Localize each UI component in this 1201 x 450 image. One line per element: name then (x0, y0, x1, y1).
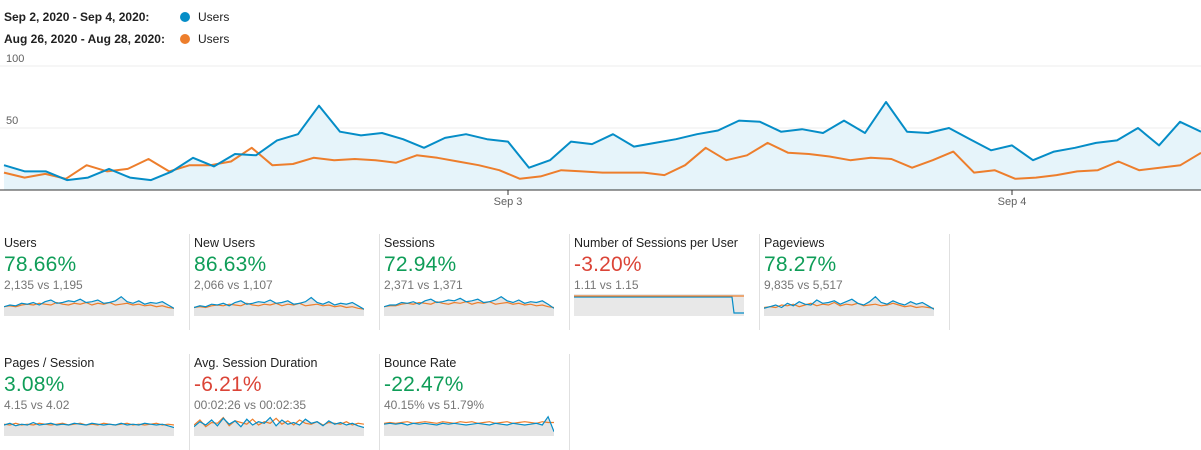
metric-comparison: 4.15 vs 4.02 (4, 398, 70, 412)
metric-change: 86.63% (194, 253, 267, 276)
sparkline-area (764, 296, 934, 316)
sparkline-current (194, 296, 364, 310)
metric-tile-new-users[interactable]: New Users 86.63% 2,066 vs 1,107 (190, 234, 380, 330)
legend-row-previous: Aug 26, 2020 - Aug 28, 2020: Users (4, 28, 229, 50)
y-tick-label: 50 (6, 115, 18, 127)
metric-sparkline (764, 294, 934, 316)
sparkline-previous (194, 302, 364, 310)
legend-date-range: Sep 2, 2020 - Sep 4, 2020: (4, 10, 150, 24)
metric-change: 78.66% (4, 253, 77, 276)
legend-dot-icon (180, 12, 190, 22)
sparkline-area (384, 416, 554, 436)
metric-sparkline (4, 294, 174, 316)
sparkline-area (4, 422, 174, 436)
legend-dot-icon (180, 34, 190, 44)
metric-name: Number of Sessions per User (574, 236, 738, 250)
metric-comparison: 1.11 vs 1.15 (574, 278, 639, 292)
x-tick-label: Sep 3 (494, 196, 523, 208)
sparkline-previous (764, 301, 934, 309)
series-line-previous (3, 141, 1201, 180)
metric-tile-users[interactable]: Users 78.66% 2,135 vs 1,195 (0, 234, 190, 330)
sparkline-current (764, 295, 934, 310)
metric-change: 72.94% (384, 253, 457, 276)
series-line-current (3, 101, 1201, 182)
metric-name: Sessions (384, 236, 435, 250)
metrics-row-2: Pages / Session 3.08% 4.15 vs 4.02 Avg. Ses… (0, 354, 570, 450)
metric-name: Bounce Rate (384, 356, 457, 370)
metric-change: 3.08% (4, 373, 65, 396)
metric-comparison: 2,371 vs 1,371 (384, 278, 463, 292)
legend-row-current: Sep 2, 2020 - Sep 4, 2020: Users (4, 6, 229, 28)
metric-sparkline (384, 414, 554, 436)
sparkline-current (4, 421, 174, 429)
metric-sparkline (4, 414, 174, 436)
metric-comparison: 40.15% vs 51.79% (384, 398, 485, 412)
legend-series-name: Users (198, 10, 230, 24)
metric-comparison: 2,066 vs 1,107 (194, 278, 273, 292)
metric-change: -3.20% (574, 253, 642, 276)
metric-sparkline (194, 294, 364, 316)
sparkline-current (384, 295, 554, 309)
sparkline-area (194, 417, 364, 436)
sparkline-current (194, 416, 364, 429)
series-area-current (4, 102, 1201, 190)
metric-comparison: 00:02:26 vs 00:02:35 (194, 398, 307, 412)
metric-name: Pageviews (764, 236, 825, 250)
metric-tile-number-of-sessions-per-user[interactable]: Number of Sessions per User -3.20% 1.11 vs… (570, 234, 760, 330)
sparkline-background (574, 294, 744, 316)
legend-date-range: Aug 26, 2020 - Aug 28, 2020: (4, 32, 165, 46)
sparkline-previous (384, 301, 554, 309)
legend-series-name: Users (198, 32, 230, 46)
metric-change: -6.21% (194, 373, 262, 396)
metric-name: Pages / Session (4, 356, 95, 370)
x-tick-label: Sep 4 (998, 196, 1027, 208)
users-line-chart[interactable]: 100 50 Sep 3 Sep 4 (0, 48, 1201, 212)
metric-change: -22.47% (384, 373, 464, 396)
sparkline-area (384, 296, 554, 316)
metrics-row-1: Users 78.66% 2,135 vs 1,195 New Users 86.63%… (0, 234, 950, 330)
sparkline-previous (4, 301, 174, 309)
chart-legend: Sep 2, 2020 - Sep 4, 2020: Users Aug 26,… (4, 6, 229, 50)
sparkline-current (4, 295, 174, 309)
metric-name: Users (4, 236, 37, 250)
metric-tile-avg-session-duration[interactable]: Avg. Session Duration -6.21% 00:02:26 vs 0… (190, 354, 380, 450)
metric-comparison: 9,835 vs 5,517 (764, 278, 843, 292)
metric-tile-bounce-rate[interactable]: Bounce Rate -22.47% 40.15% vs 51.79% (380, 354, 570, 450)
y-tick-label: 100 (6, 53, 24, 65)
metric-change: 78.27% (764, 253, 837, 276)
metric-name: New Users (194, 236, 256, 250)
sparkline-current (384, 415, 554, 432)
metric-comparison: 2,135 vs 1,195 (4, 278, 83, 292)
metric-tile-pages-session[interactable]: Pages / Session 3.08% 4.15 vs 4.02 (0, 354, 190, 450)
sparkline-current (574, 296, 744, 314)
metric-tile-sessions[interactable]: Sessions 72.94% 2,371 vs 1,371 (380, 234, 570, 330)
metric-tile-pageviews[interactable]: Pageviews 78.27% 9,835 vs 5,517 (760, 234, 950, 330)
metric-sparkline (384, 294, 554, 316)
metric-name: Avg. Session Duration (194, 356, 318, 370)
metric-sparkline (194, 414, 364, 436)
metric-sparkline (574, 294, 744, 316)
